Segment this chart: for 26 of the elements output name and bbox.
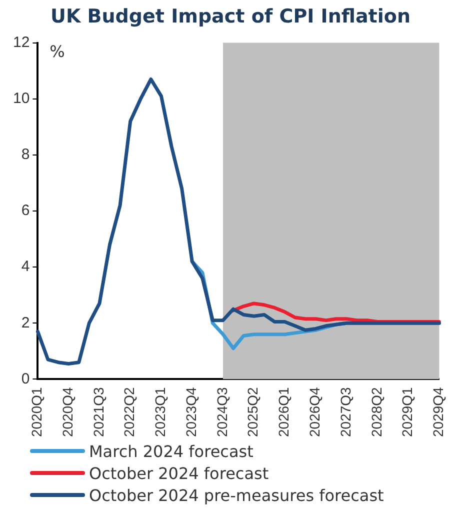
legend-label: March 2024 forecast <box>89 442 254 460</box>
legend-label: October 2024 pre-measures forecast <box>89 486 384 504</box>
x-tick-label: 2029Q1 <box>399 386 416 438</box>
legend-label: October 2024 forecast <box>89 464 269 482</box>
y-tick-label: 8 <box>21 146 30 164</box>
x-tick-label: 2023Q4 <box>182 386 199 438</box>
y-tick-label: 2 <box>21 314 30 332</box>
x-tick-label: 2024Q3 <box>214 386 230 438</box>
x-tick-label: 2028Q2 <box>368 386 384 438</box>
y-tick-label: 12 <box>12 34 30 51</box>
x-tick-label: 2029Q4 <box>430 386 446 438</box>
x-tick-label: 2023Q1 <box>152 386 168 438</box>
x-tick-label: 2026Q4 <box>306 386 323 438</box>
x-tick-label: 2026Q1 <box>276 386 292 438</box>
x-tick-label: 2020Q1 <box>28 386 45 438</box>
y-axis-title: % <box>50 42 65 61</box>
chart-title: UK Budget Impact of CPI Inflation <box>50 5 410 28</box>
x-tick-label: 2020Q4 <box>59 386 76 438</box>
y-tick-label: 10 <box>12 90 30 108</box>
y-tick-label: 6 <box>21 202 30 220</box>
y-tick-label: 4 <box>21 258 30 276</box>
x-tick-label: 2027Q3 <box>337 386 354 438</box>
y-tick-label: 0 <box>21 370 30 388</box>
x-tick-label: 2022Q2 <box>121 386 138 438</box>
x-tick-label: 2021Q3 <box>90 386 106 438</box>
x-tick-label: 2025Q2 <box>244 386 261 438</box>
